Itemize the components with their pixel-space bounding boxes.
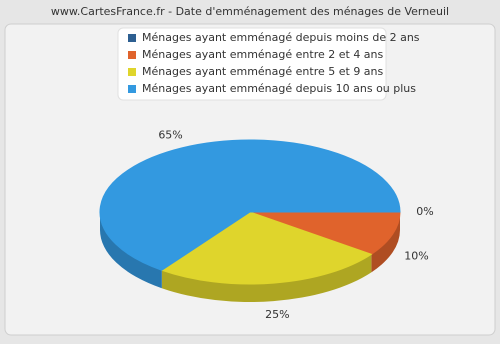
slice-side [161, 254, 372, 303]
chart-title: www.CartesFrance.fr - Date d'emménagemen… [51, 5, 449, 18]
legend-swatch [128, 51, 136, 59]
legend-label: Ménages ayant emménagé entre 5 et 9 ans [142, 65, 384, 78]
slice [160, 211, 373, 285]
legend-label: Ménages ayant emménagé depuis moins de 2… [142, 31, 420, 44]
data-label: 25% [265, 308, 289, 321]
slice-side [100, 212, 162, 289]
legend-label: Ménages ayant emménagé entre 2 et 4 ans [142, 48, 384, 61]
data-label: 65% [158, 128, 182, 141]
legend-swatch [128, 85, 136, 93]
slice-side [371, 212, 400, 273]
legend-swatch [128, 34, 136, 42]
legend [117, 27, 387, 101]
slice [99, 139, 401, 271]
slice [249, 211, 401, 255]
data-label: 0% [416, 205, 433, 218]
legend-label: Ménages ayant emménagé depuis 10 ans ou … [142, 82, 416, 95]
data-label: 10% [404, 250, 428, 263]
legend-swatch [128, 68, 136, 76]
